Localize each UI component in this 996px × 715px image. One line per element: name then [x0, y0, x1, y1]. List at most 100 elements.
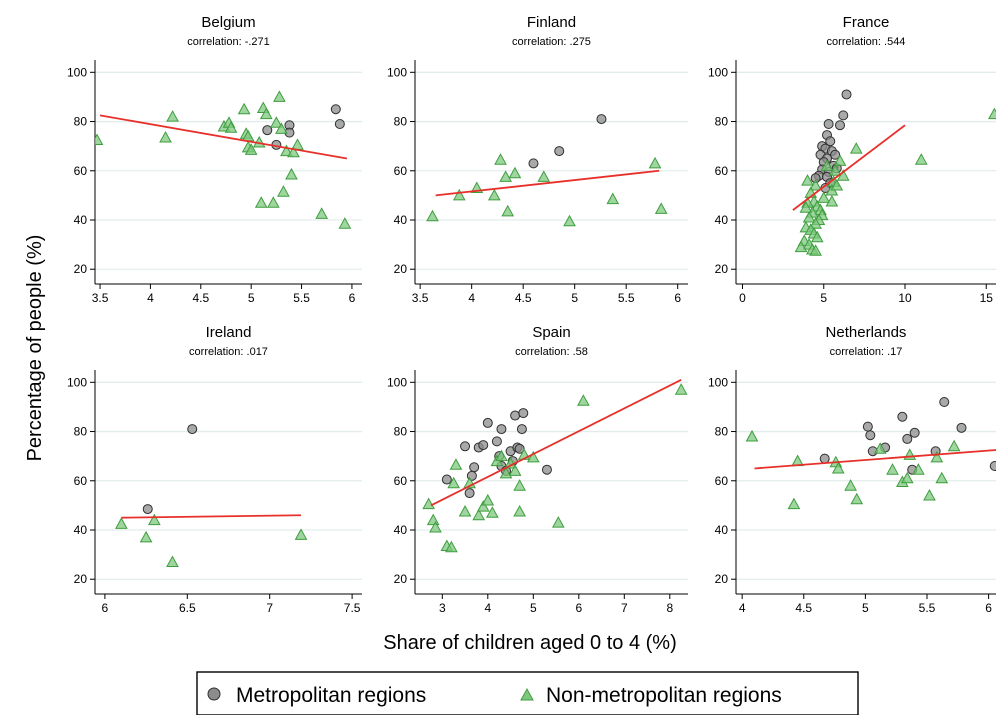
non-metro-point	[745, 429, 759, 442]
non-metro-point	[802, 211, 816, 223]
non-metro-point	[526, 450, 540, 463]
correlation-label: correlation: .275	[512, 36, 591, 48]
legend-label-non-metropolitan: Non-metropolitan regions	[546, 684, 782, 707]
x-tick-label: 6	[674, 291, 681, 305]
non-metro-point	[449, 458, 463, 470]
panel-title: Spain	[532, 324, 570, 341]
y-tick-label: 60	[74, 164, 88, 178]
non-metro-point	[166, 110, 179, 122]
non-metro-point	[259, 107, 273, 120]
non-metro-point	[501, 204, 515, 217]
metro-point	[464, 488, 475, 499]
non-metro-point	[537, 170, 551, 182]
y-tick-label: 40	[74, 213, 88, 227]
non-metro-point	[338, 217, 352, 229]
x-tick-label: 6	[349, 291, 356, 305]
non-metro-point	[273, 90, 286, 102]
plot-area	[95, 90, 352, 229]
correlation-label: correlation: .17	[830, 346, 903, 358]
metro-point	[482, 417, 493, 428]
non-metro-point	[285, 167, 298, 180]
non-metro-point	[947, 439, 961, 452]
non-metro-point	[648, 156, 662, 169]
non-metro-point	[799, 201, 813, 213]
correlation-label: correlation: -.271	[187, 36, 270, 48]
x-tick-label: 3	[439, 601, 446, 615]
non-metro-point	[810, 230, 824, 243]
y-tick-label: 40	[394, 213, 408, 227]
non-metro-point	[266, 196, 280, 208]
x-tick-label: 4	[468, 291, 475, 305]
non-metro-point	[147, 513, 161, 526]
y-tick-label: 80	[74, 425, 88, 439]
metro-point	[334, 119, 345, 129]
fit-line	[435, 169, 660, 197]
metro-point	[187, 424, 198, 435]
y-tick-label: 20	[74, 572, 88, 586]
non-metro-point	[606, 192, 620, 205]
x-tick-label: 5.5	[919, 601, 936, 615]
non-metro-point	[551, 516, 565, 528]
y-tick-label: 60	[394, 164, 408, 178]
x-tick-label: 5	[571, 291, 578, 305]
y-tick-label: 100	[387, 65, 407, 79]
x-tick-label: 5	[862, 601, 869, 615]
x-tick-label: 6	[575, 601, 582, 615]
non-metro-point	[224, 121, 238, 133]
non-metro-point	[508, 166, 522, 179]
fit-line	[792, 124, 906, 211]
plot-area	[115, 424, 308, 567]
non-metro-point	[452, 188, 466, 201]
x-tick-label: 5	[820, 291, 827, 305]
non-metro-point	[494, 153, 507, 165]
x-tick-label: 5	[248, 291, 255, 305]
metro-point	[262, 125, 273, 136]
x-tick-label: 5.5	[618, 291, 635, 305]
x-tick-label: 7	[621, 601, 628, 615]
non-metro-point	[577, 394, 590, 406]
non-metro-point	[513, 479, 526, 491]
non-metro-point	[809, 217, 822, 229]
metro-point	[823, 119, 834, 129]
panel-finland: Finland correlation: .275 20 40 60 80 100 3.5 4 4…	[387, 14, 688, 305]
non-metro-point	[923, 489, 936, 501]
y-tick-label: 80	[394, 115, 408, 129]
non-metro-point	[988, 107, 996, 120]
panel-belgium: Belgium correlation: -.271 20 40 60 80 100 3.5 4…	[67, 14, 362, 305]
x-tick-label: 3.5	[92, 291, 109, 305]
non-metro-point	[825, 195, 839, 207]
non-metro-point	[139, 530, 153, 543]
metro-point	[956, 422, 967, 433]
x-tick-label: 8	[666, 601, 673, 615]
y-tick-label: 60	[715, 474, 729, 488]
y-tick-label: 100	[67, 65, 87, 79]
non-metro-point	[820, 159, 834, 171]
x-tick-label: 4	[739, 601, 746, 615]
non-metro-point	[486, 506, 499, 518]
metro-point	[830, 149, 841, 160]
metro-point	[596, 114, 607, 125]
fit-line	[430, 379, 682, 507]
non-metro-point	[830, 179, 844, 191]
metro-point	[510, 410, 521, 421]
non-metro-point	[886, 463, 899, 475]
non-metro-point	[495, 449, 508, 462]
y-tick-label: 40	[394, 523, 408, 537]
metro-point	[989, 461, 996, 471]
metro-point	[541, 464, 552, 475]
non-metro-point	[277, 185, 290, 197]
non-metro-point	[654, 202, 668, 214]
non-metro-point	[244, 143, 258, 155]
non-metro-point	[237, 102, 251, 115]
non-metro-point	[563, 214, 576, 227]
non-metro-point	[426, 209, 439, 222]
non-metro-point	[504, 457, 517, 469]
y-tick-label: 20	[74, 262, 88, 276]
panel-title: Ireland	[206, 324, 252, 341]
non-metro-point	[115, 517, 128, 529]
correlation-label: correlation: .544	[827, 36, 906, 48]
metro-point	[441, 474, 452, 485]
metro-point	[554, 146, 565, 157]
